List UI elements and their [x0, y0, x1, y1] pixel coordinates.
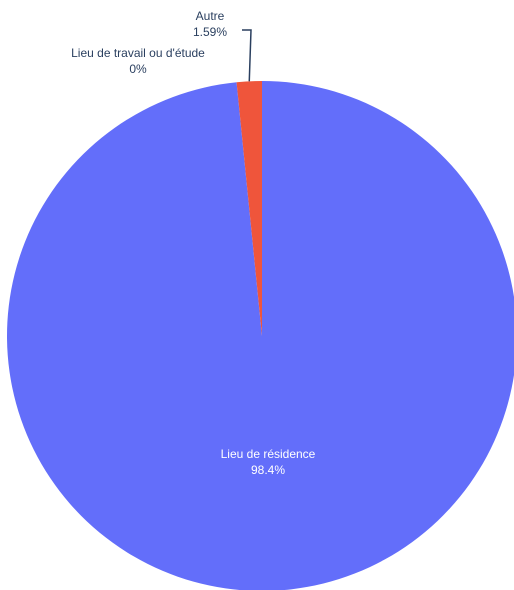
slice-label-lieu-de-residence: Lieu de résidence 98.4%	[221, 447, 316, 477]
slice-labels: Lieu de résidence 98.4% Autre 1.59% Lieu de …	[71, 9, 316, 477]
pie-slices	[7, 81, 514, 590]
pie-slice-lieu-de-residence[interactable]	[7, 81, 514, 590]
slice-label-lieu-de-travail-ou-d-etude: Lieu de travail ou d'étude 0%	[71, 46, 205, 76]
label-connectors	[242, 29, 252, 82]
connector-autre	[242, 29, 252, 82]
slice-label-autre: Autre 1.59%	[193, 9, 227, 39]
pie-slice-autre[interactable]	[236, 81, 262, 336]
